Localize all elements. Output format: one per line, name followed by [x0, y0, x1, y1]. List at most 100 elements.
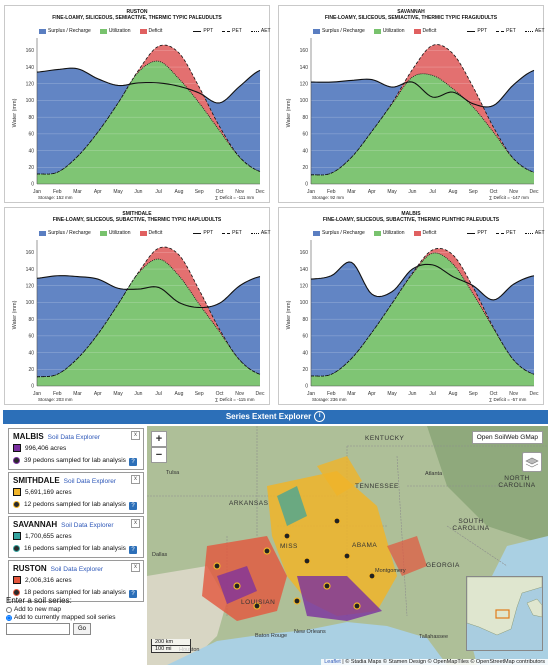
deficit-label: ∑ Deficit = -115 mm — [215, 397, 255, 402]
state-label-arkansas: ARKANSAS — [229, 500, 269, 507]
surplus-recharge-area — [311, 248, 534, 377]
zoom-in-button[interactable]: + — [151, 431, 167, 447]
legend-label: Surplus / Recharge — [48, 230, 91, 236]
pedon-marker[interactable] — [323, 582, 331, 590]
pedon-marker[interactable] — [263, 547, 271, 555]
y-tick-label: 20 — [302, 367, 308, 373]
x-tick-label: May — [387, 189, 397, 195]
soil-data-explorer-link[interactable]: Soil Data Explorer — [61, 522, 114, 529]
series-name: SAVANNAH — [13, 520, 58, 529]
legend-item-deficit: Deficit — [139, 28, 162, 34]
state-label-tennessee: TENNESSEE — [355, 483, 399, 490]
soil-data-explorer-link[interactable]: Soil Data Explorer — [47, 434, 101, 441]
pedon-marker[interactable] — [283, 532, 291, 540]
legend-swatch — [99, 230, 107, 236]
legend-item-pet: PET — [496, 28, 516, 34]
panel-series-name: SAVANNAH — [397, 9, 425, 15]
series-name: RUSTON — [13, 564, 47, 573]
legend-label: Deficit — [148, 230, 163, 236]
pedon-marker[interactable] — [343, 552, 351, 560]
pedon-marker[interactable] — [253, 602, 261, 610]
close-icon[interactable]: x — [131, 563, 140, 572]
x-tick-label: Jul — [155, 189, 161, 195]
zoom-out-button[interactable]: − — [151, 447, 167, 463]
y-tick-label: 20 — [28, 165, 34, 171]
scale-mi: 100 mi — [151, 646, 191, 653]
legend-label: PET — [232, 28, 242, 34]
x-tick-label: Nov — [235, 189, 244, 195]
soil-data-explorer-link[interactable]: Soil Data Explorer — [50, 566, 104, 573]
state-label-north-carolina: NORTH CAROLINA — [498, 475, 536, 489]
pedon-marker[interactable] — [213, 562, 221, 570]
radio-new-map[interactable] — [6, 606, 12, 613]
x-tick-label: Dec — [256, 189, 265, 195]
overview-minimap[interactable] — [466, 576, 543, 651]
pedon-marker[interactable] — [233, 582, 241, 590]
soil-series-input[interactable] — [6, 623, 70, 635]
x-tick-label: May — [113, 391, 123, 397]
open-soilweb-gmap-button[interactable]: Open SoilWeb GMap — [471, 431, 543, 444]
chart-legend: Surplus / Recharge Utilization Deficit PPT P… — [39, 230, 277, 236]
add-series-form: Enter a soil series: Add to new map Add … — [6, 596, 144, 635]
close-icon[interactable]: x — [131, 475, 140, 484]
x-tick-label: Apr — [368, 189, 376, 195]
pedon-marker[interactable] — [293, 597, 301, 605]
pedon-marker[interactable] — [303, 557, 311, 565]
legend-label: Surplus / Recharge — [322, 230, 365, 236]
pedon-marker[interactable] — [353, 602, 361, 610]
help-icon[interactable]: ? — [129, 590, 137, 598]
legend-label: Deficit — [422, 230, 437, 236]
go-button[interactable]: Go — [73, 623, 92, 635]
pedon-marker[interactable] — [333, 517, 341, 525]
aet-line — [36, 258, 261, 378]
soil-extent-polygon[interactable] — [317, 456, 362, 496]
y-tick-label: 100 — [26, 300, 35, 306]
pedon-marker[interactable] — [368, 572, 376, 580]
series-color-swatch — [13, 532, 21, 540]
x-tick-label: Apr — [94, 391, 102, 397]
y-tick-label: 40 — [302, 148, 308, 154]
x-tick-label: Aug — [174, 189, 183, 195]
storage-label: Storage: 152 mm — [38, 195, 73, 200]
pet-line — [310, 248, 535, 377]
legend-swatch — [222, 30, 231, 32]
soil-extent-polygon[interactable] — [297, 576, 382, 621]
layers-icon[interactable] — [522, 452, 542, 472]
y-tick-label: 0 — [31, 384, 34, 390]
legend-swatch — [39, 230, 46, 236]
panel-series-name: MALBIS — [401, 211, 421, 217]
help-icon[interactable]: ? — [129, 546, 137, 554]
close-icon[interactable]: x — [131, 519, 140, 528]
leaflet-link[interactable]: Leaflet — [324, 659, 341, 665]
x-tick-label: Apr — [94, 189, 102, 195]
series-map[interactable]: + − Open SoilWeb GMap KENTUCKY TENNESSEE… — [147, 426, 548, 665]
legend-label: PPT — [477, 28, 488, 34]
legend-label: Surplus / Recharge — [48, 28, 91, 34]
y-tick-label: 160 — [26, 48, 35, 54]
series-card-smithdale: SMITHDALE Soil Data Explorer x 5,691,169 ac… — [8, 472, 144, 514]
state-label-abama: ABAMA — [352, 542, 378, 549]
series-color-swatch — [13, 576, 21, 584]
legend-item-pet: PET — [496, 230, 516, 236]
option-new-map[interactable]: Add to new map — [6, 606, 144, 613]
soil-data-explorer-link[interactable]: Soil Data Explorer — [63, 478, 117, 485]
soil-extent-polygon[interactable] — [277, 486, 307, 526]
y-tick-label: 140 — [300, 65, 309, 71]
y-tick-label: 120 — [26, 283, 35, 289]
ppt-line — [310, 261, 535, 301]
x-tick-label: Dec — [530, 391, 539, 397]
soil-extent-polygon[interactable] — [387, 536, 427, 576]
y-tick-label: 160 — [300, 48, 309, 54]
legend-item-ppt: PPT — [193, 230, 213, 236]
series-pedons: 16 pedons sampled for lab analysis — [24, 545, 126, 552]
help-icon[interactable]: ? — [129, 502, 137, 510]
help-icon[interactable]: ? — [129, 458, 137, 466]
chart-panel-smithdale: SMITHDALE FINE-LOAMY, SILICEOUS, SUBACTIV… — [4, 207, 271, 405]
option-current-map[interactable]: Add to currently mapped soil series — [6, 614, 144, 621]
info-icon[interactable]: i — [314, 411, 326, 423]
map-attribution: Leaflet | © Stadia Maps © Stamen Design … — [321, 659, 548, 665]
y-tick-label: 0 — [305, 182, 308, 188]
city-label-tallahassee: Tallahassee — [419, 634, 449, 640]
close-icon[interactable]: x — [131, 431, 140, 440]
radio-current-map[interactable] — [6, 614, 12, 621]
